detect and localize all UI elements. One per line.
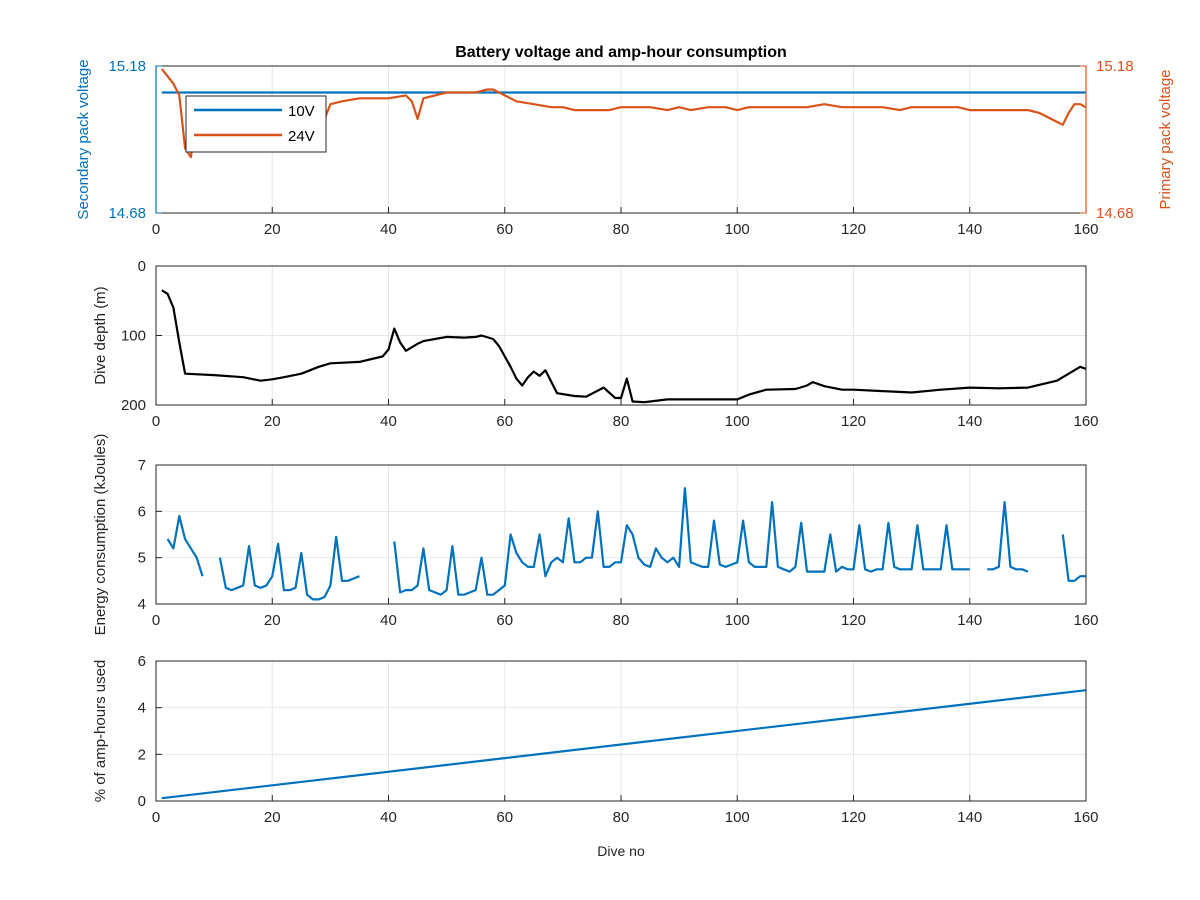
x-tick-label: 60 bbox=[496, 221, 513, 238]
x-tick-label: 60 bbox=[496, 809, 513, 826]
y-axis-label: % of amp-hours used bbox=[92, 660, 109, 803]
x-tick-label: 80 bbox=[613, 413, 630, 430]
y-tick-label: 0 bbox=[138, 793, 146, 810]
x-tick-label: 0 bbox=[152, 612, 160, 629]
y-tick-label: 0 bbox=[138, 258, 146, 275]
series-line-1 bbox=[161, 689, 1086, 800]
x-tick-label: 0 bbox=[152, 809, 160, 826]
x-tick-label: 160 bbox=[1073, 612, 1098, 629]
x-tick-label: 140 bbox=[957, 809, 982, 826]
series-line-1-seg5 bbox=[1061, 534, 1086, 582]
x-tick-label: 40 bbox=[380, 413, 397, 430]
y-axis-label: Secondary pack voltage bbox=[75, 59, 92, 219]
series-line-1-seg4 bbox=[987, 501, 1029, 573]
x-tick-label: 160 bbox=[1073, 221, 1098, 238]
x-tick-label: 100 bbox=[725, 413, 750, 430]
y-tick-label: 4 bbox=[138, 700, 146, 717]
axes-root: 0 20 40 60 80 100 120 140 16014.6815.1814.6815.1… bbox=[75, 58, 1174, 826]
figure-title: Battery voltage and amp-hour consumption bbox=[455, 44, 787, 61]
subplot-1: 0 20 40 60 80 100 120 140 16014.6815.1814.6815.1… bbox=[75, 58, 1174, 238]
x-tick-label: 0 bbox=[152, 221, 160, 238]
y-tick-label: 2 bbox=[138, 746, 146, 763]
y-right-axis-label: Primary pack voltage bbox=[1157, 69, 1174, 209]
x-tick-label: 120 bbox=[841, 612, 866, 629]
x-tick-label: 80 bbox=[613, 809, 630, 826]
y-tick-label: 4 bbox=[138, 596, 146, 613]
x-tick-label: 140 bbox=[957, 413, 982, 430]
y-tick-label: 7 bbox=[138, 457, 146, 474]
subplot-3: 0 20 40 60 80 100 120 140 160 4 5 6 7 Energy consumpt… bbox=[92, 434, 1099, 636]
legend-label-24v: 24V bbox=[288, 128, 315, 145]
subplot-2: 0 20 40 60 80 100 120 140 160 0 100 200 Dive depth (… bbox=[92, 258, 1099, 430]
x-tick-label: 80 bbox=[613, 612, 630, 629]
x-tick-label: 20 bbox=[264, 612, 281, 629]
x-tick-label: 100 bbox=[725, 612, 750, 629]
y-axis-label: Energy consumption (kJoules) bbox=[92, 434, 109, 636]
x-tick-label: 20 bbox=[264, 809, 281, 826]
x-tick-label: 100 bbox=[725, 221, 750, 238]
y-tick-label: 6 bbox=[138, 653, 146, 670]
y-tick-label: 6 bbox=[138, 503, 146, 520]
y-right-tick-label: 15.18 bbox=[1096, 58, 1134, 75]
y-tick-label: 100 bbox=[121, 328, 146, 345]
x-tick-label: 40 bbox=[380, 612, 397, 629]
y-tick-label: 5 bbox=[138, 550, 146, 567]
subplot-4: 0 20 40 60 80 100 120 140 160 0 2 4 6 % of amp-hours … bbox=[92, 653, 1099, 826]
series-line-1 bbox=[161, 289, 1086, 404]
y-tick-label: 200 bbox=[121, 397, 146, 414]
y-right-tick-label: 14.68 bbox=[1096, 205, 1134, 222]
x-tick-label: 0 bbox=[152, 413, 160, 430]
y-axis-label: Dive depth (m) bbox=[92, 286, 109, 384]
x-tick-label: 40 bbox=[380, 221, 397, 238]
x-tick-label: 120 bbox=[841, 221, 866, 238]
x-tick-label: 160 bbox=[1073, 809, 1098, 826]
x-tick-label: 40 bbox=[380, 809, 397, 826]
y-tick-label: 14.68 bbox=[108, 205, 146, 222]
x-tick-label: 80 bbox=[613, 221, 630, 238]
x-tick-label: 60 bbox=[496, 612, 513, 629]
x-tick-label: 160 bbox=[1073, 413, 1098, 430]
x-tick-label: 140 bbox=[957, 221, 982, 238]
series-line-1-seg3 bbox=[393, 487, 970, 596]
x-tick-label: 120 bbox=[841, 413, 866, 430]
x-tick-label: 140 bbox=[957, 612, 982, 629]
x-tick-label: 20 bbox=[264, 221, 281, 238]
series-line-1-seg2 bbox=[218, 535, 360, 601]
x-tick-label: 120 bbox=[841, 809, 866, 826]
series-line-1-seg1 bbox=[166, 514, 204, 577]
x-tick-label: 20 bbox=[264, 413, 281, 430]
x-tick-label: 60 bbox=[496, 413, 513, 430]
legend-box bbox=[185, 95, 327, 153]
x-axis-label: Dive no bbox=[597, 843, 645, 859]
legend-label-10v: 10V bbox=[288, 103, 315, 120]
y-tick-label: 15.18 bbox=[108, 58, 146, 75]
x-tick-label: 100 bbox=[725, 809, 750, 826]
